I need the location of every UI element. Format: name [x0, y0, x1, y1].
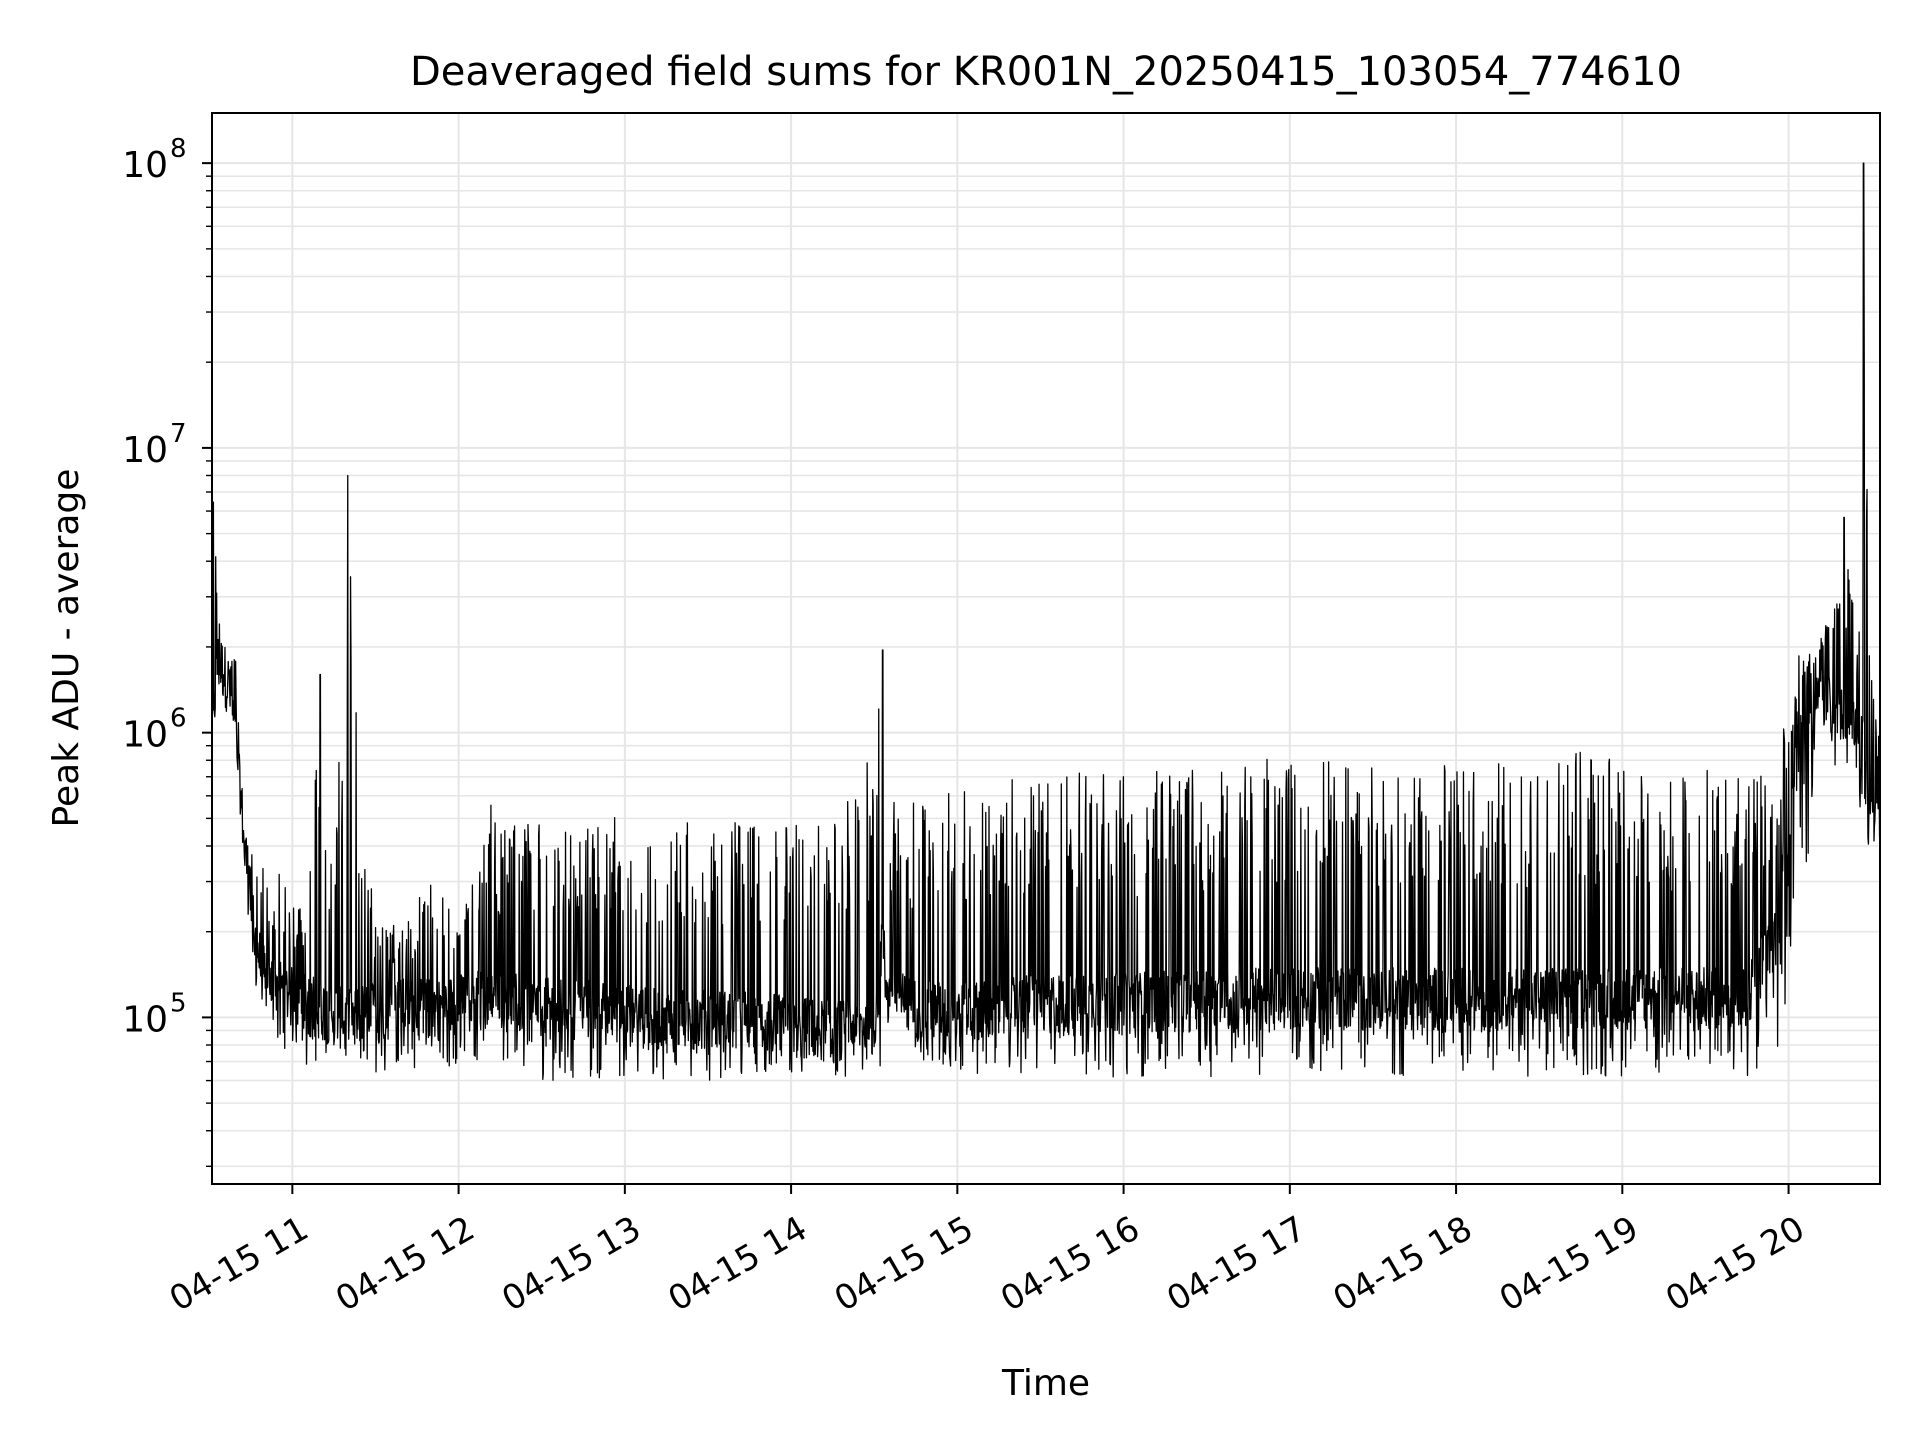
y-tick-exponent: 5	[170, 988, 187, 1018]
y-tick-label: 10	[122, 145, 168, 186]
y-tick-exponent: 7	[170, 419, 187, 449]
y-tick-label: 10	[122, 430, 168, 471]
series-line	[211, 162, 1881, 1081]
chart-title: Deaveraged field sums for KR001N_2025041…	[410, 49, 1682, 95]
series-layer	[211, 162, 1881, 1081]
y-axis-label: Peak ADU - average	[46, 469, 87, 828]
y-tick-label: 10	[122, 715, 168, 756]
y-tick-label: 10	[122, 999, 168, 1040]
x-axis-label: Time	[1001, 1363, 1090, 1404]
y-tick-exponent: 8	[170, 134, 187, 164]
plot-frame	[211, 112, 1881, 1185]
y-tick-exponent: 6	[170, 704, 187, 734]
